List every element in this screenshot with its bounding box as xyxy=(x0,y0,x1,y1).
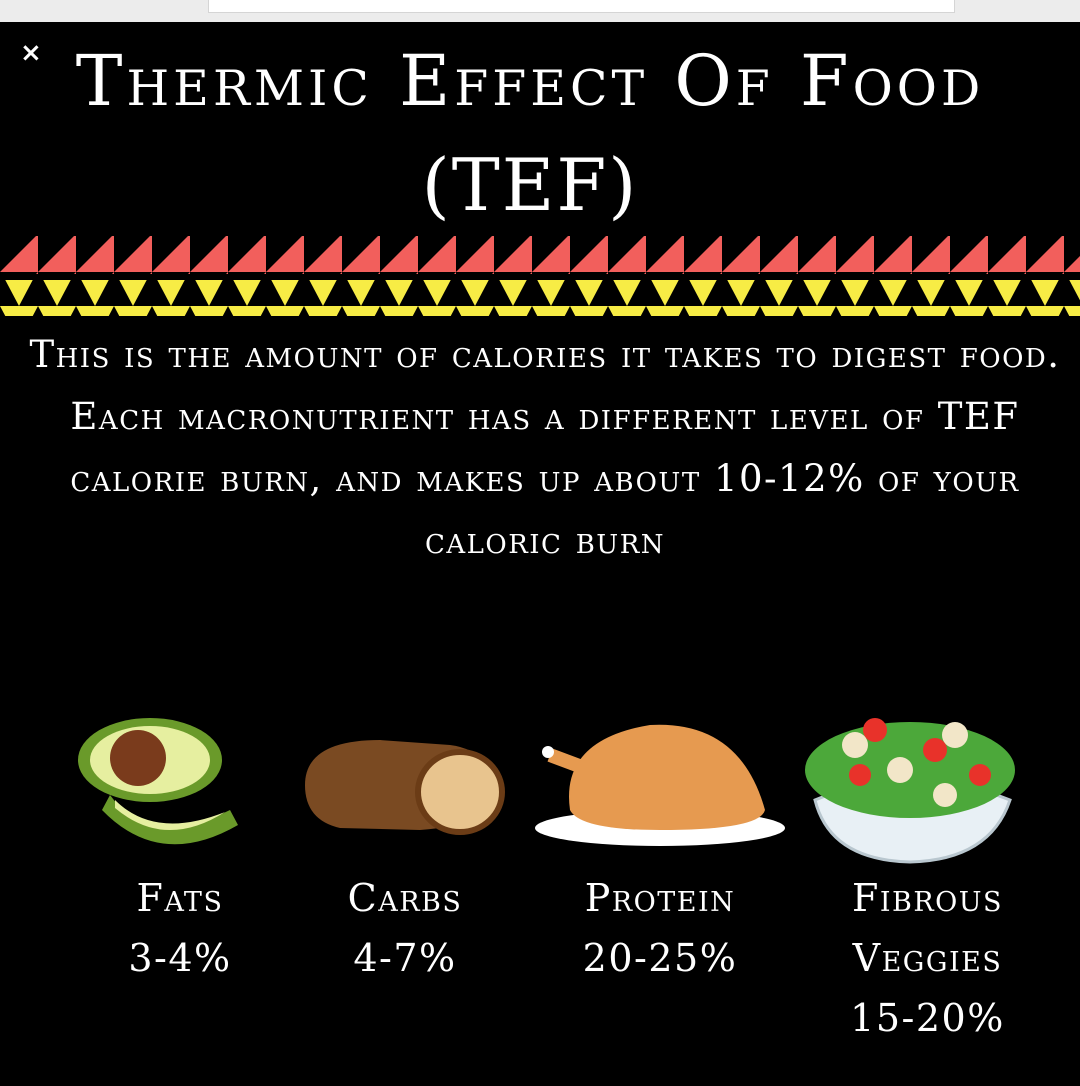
item-value: 3-4% xyxy=(128,936,232,980)
item-name: Fats xyxy=(136,876,224,920)
bread-icon xyxy=(305,740,505,835)
turkey-icon xyxy=(535,724,785,846)
subtitle: (TEF) xyxy=(421,143,639,227)
close-button[interactable]: × xyxy=(20,38,42,68)
title: Thermic Effect Of Food xyxy=(75,40,985,122)
food-item: Fibrous Veggies 15-20% xyxy=(820,868,1035,1048)
avocado-icon xyxy=(78,718,238,845)
food-item: Carbs 4-7% xyxy=(295,868,515,988)
item-value: 20-25% xyxy=(582,936,738,980)
salad-icon xyxy=(805,718,1015,864)
item-value: 15-20% xyxy=(850,996,1005,1040)
item-name: Carbs xyxy=(347,876,463,920)
browser-bar xyxy=(0,0,1080,22)
item-name: Fibrous Veggies xyxy=(851,876,1004,980)
food-icons xyxy=(78,718,1015,864)
address-box[interactable] xyxy=(208,0,955,13)
food-item: Protein 20-25% xyxy=(540,868,780,988)
zigzag-border xyxy=(0,236,1080,316)
food-item: Fats 3-4% xyxy=(70,868,290,988)
item-value: 4-7% xyxy=(353,936,457,980)
item-name: Protein xyxy=(584,876,736,920)
description: This is the amount of calories it takes … xyxy=(29,333,1061,562)
